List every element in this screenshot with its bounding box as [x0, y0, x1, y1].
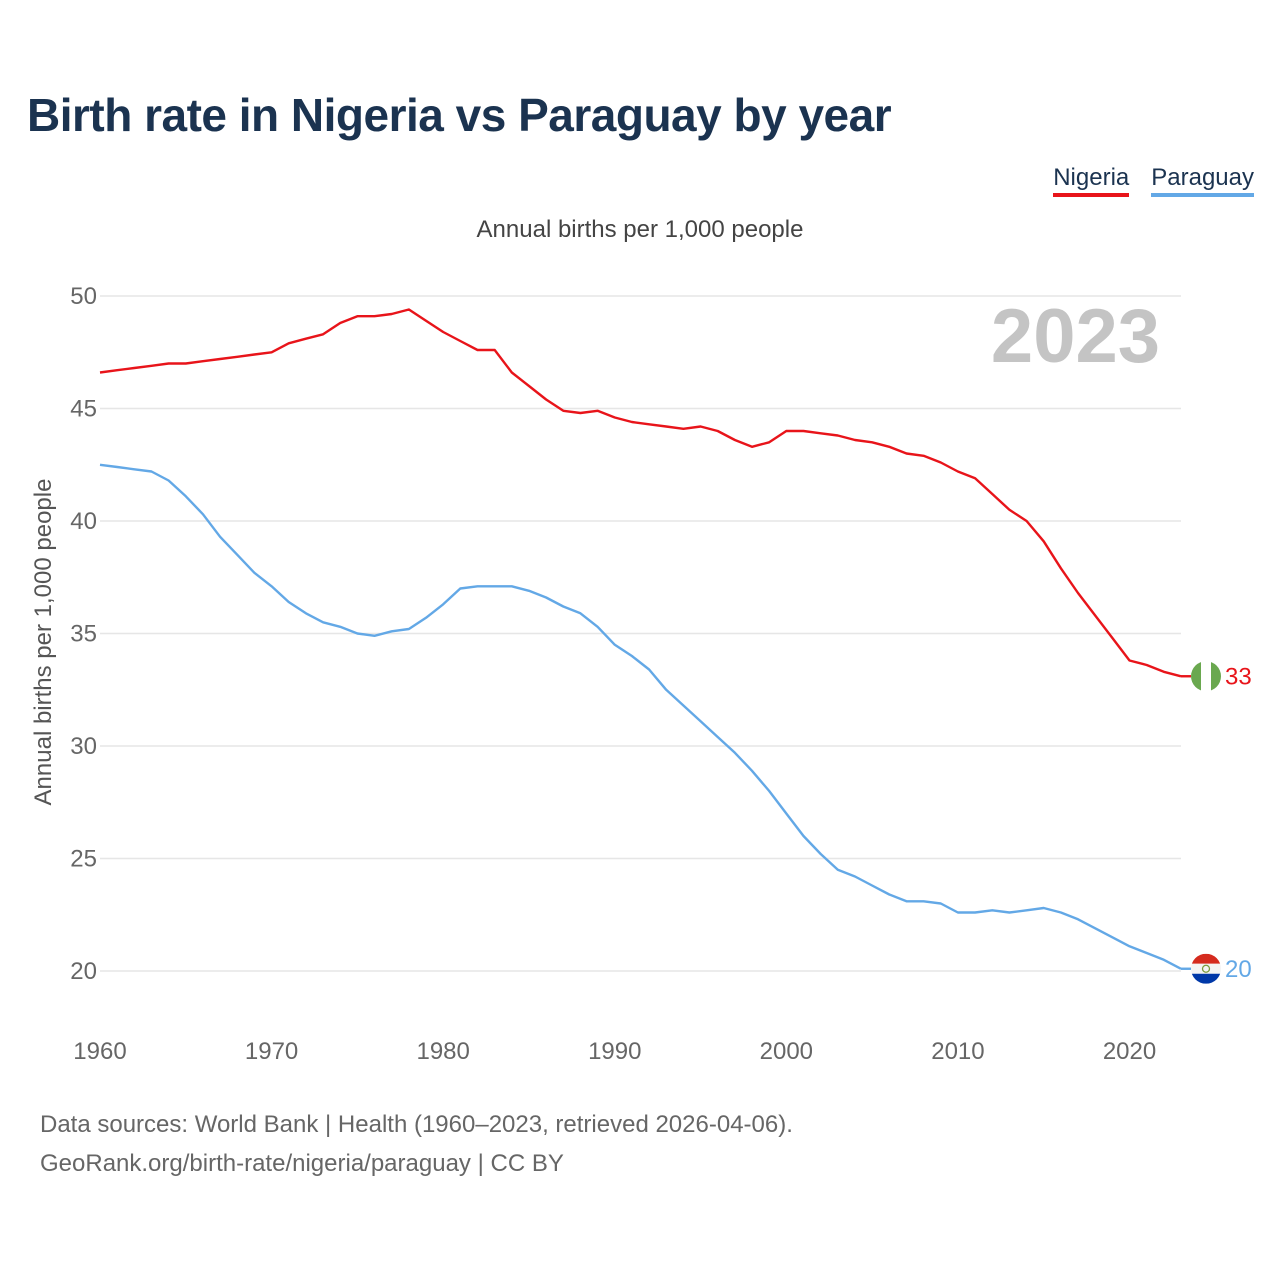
- y-tick-label: 30: [70, 733, 97, 760]
- x-tick-label: 2020: [1103, 1038, 1156, 1065]
- sources-line: Data sources: World Bank | Health (1960–…: [40, 1111, 793, 1138]
- y-axis-ticks: 20 25 30 35 40 45 50: [70, 283, 97, 985]
- y-tick-label: 50: [70, 283, 97, 310]
- series-lines: [99, 308, 1182, 970]
- legend-item-paraguay[interactable]: Paraguay: [1151, 164, 1254, 197]
- x-tick-label: 1970: [245, 1038, 298, 1065]
- paraguay-flag-icon: [1191, 953, 1221, 984]
- page-title: Birth rate in Nigeria vs Paraguay by yea…: [27, 89, 892, 141]
- x-tick-label: 2000: [760, 1038, 813, 1065]
- y-axis-label: Annual births per 1,000 people: [30, 479, 57, 806]
- chart-subtitle: Annual births per 1,000 people: [476, 216, 804, 243]
- legend: Nigeria Paraguay: [1053, 164, 1254, 197]
- year-watermark: 2023: [991, 294, 1160, 379]
- grid-lines: [100, 295, 1181, 972]
- x-tick-label: 1980: [416, 1038, 469, 1065]
- nigeria-flag-icon: [1191, 661, 1221, 692]
- data-sources: Data sources: World Bank | Health (1960–…: [40, 1105, 793, 1183]
- series-line-paraguay: [99, 463, 1182, 970]
- attribution-line[interactable]: GeoRank.org/birth-rate/nigeria/paraguay …: [40, 1150, 564, 1177]
- y-tick-label: 45: [70, 396, 97, 423]
- series-end-markers: 33 20: [1181, 661, 1252, 984]
- end-value-nigeria: 33: [1225, 663, 1252, 690]
- x-tick-label: 2010: [931, 1038, 984, 1065]
- x-tick-label: 1990: [588, 1038, 641, 1065]
- y-tick-label: 40: [70, 508, 97, 535]
- y-tick-label: 20: [70, 958, 97, 985]
- line-chart: 20 25 30 35 40 45 50 1960 1970 1980 1990 2000 2010 2…: [30, 283, 1252, 1065]
- x-axis-ticks: 1960 1970 1980 1990 2000 2010 2020: [73, 1038, 1156, 1065]
- end-value-paraguay: 20: [1225, 956, 1252, 983]
- y-tick-label: 25: [70, 846, 97, 873]
- y-tick-label: 35: [70, 621, 97, 648]
- x-tick-label: 1960: [73, 1038, 126, 1065]
- legend-item-nigeria[interactable]: Nigeria: [1053, 164, 1130, 197]
- series-line-nigeria: [99, 308, 1182, 678]
